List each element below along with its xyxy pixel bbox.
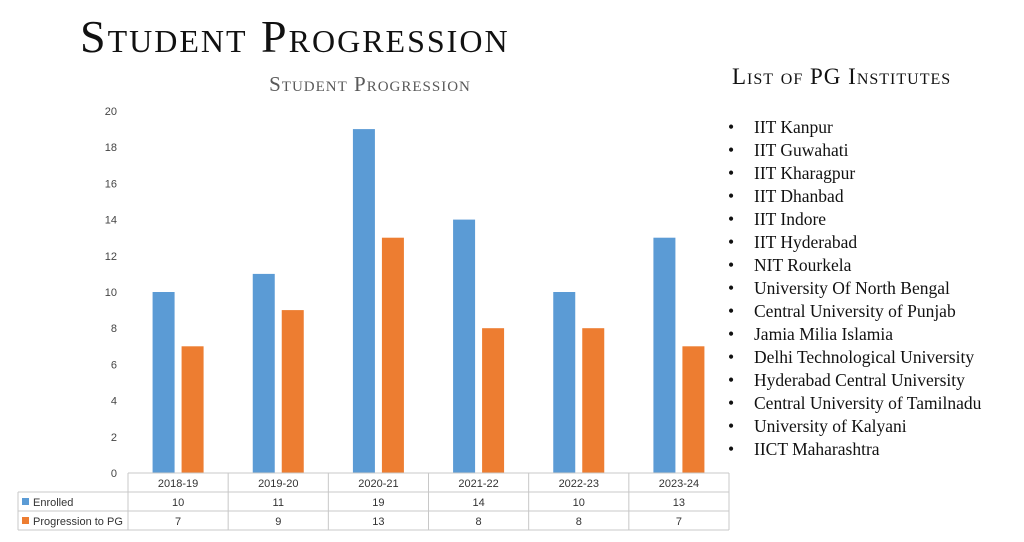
bar-chart-svg: Student Progression 0 2 4 6 8 10 12 14 16 18 20 2018… [17,72,730,531]
bar-progression-to-pg-2019-20 [281,310,304,473]
pg-institute-item: IIT Guwahati [728,139,981,162]
bar-enrolled-2019-20 [252,273,275,473]
legend-label: Enrolled [33,497,73,509]
bar-enrolled-2020-21 [352,129,375,473]
data-label: 9 [275,516,281,528]
pg-institute-item: Central University of Punjab [728,300,981,323]
data-label: 7 [676,516,682,528]
data-label: 10 [172,497,184,509]
bar-enrolled-2018-19 [152,292,175,473]
pg-institute-item: Jamia Milia Islamia [728,323,981,346]
bar-progression-to-pg-2018-19 [181,346,204,473]
x-category-label: 2020-21 [358,478,398,490]
bar-progression-to-pg-2021-22 [482,328,505,473]
x-category-label: 2021-22 [458,478,498,490]
pg-institute-item: IIT Dhanbad [728,185,981,208]
data-label: 13 [673,497,685,509]
y-tick-label: 10 [105,287,117,299]
y-tick-label: 4 [111,396,117,408]
y-tick-label: 0 [111,468,117,480]
y-tick-label: 16 [105,178,117,190]
legend-key-progression-to-pg [22,517,29,524]
y-tick-label: 12 [105,251,117,263]
x-category-label: 2023-24 [659,478,699,490]
y-tick-label: 2 [111,432,117,444]
x-category-label: 2022-23 [559,478,599,490]
bar-progression-to-pg-2023-24 [682,346,705,473]
data-label: 8 [476,516,482,528]
legend-label: Progression to PG [33,516,123,528]
x-category-label: 2018-19 [158,478,198,490]
pg-institutes-list: IIT KanpurIIT GuwahatiIIT KharagpurIIT D… [728,116,981,461]
data-label: 13 [372,516,384,528]
pg-institutes-heading: List of PG Institutes [732,64,952,89]
data-label: 10 [573,497,585,509]
pg-institute-item: IIT Kanpur [728,116,981,139]
y-tick-label: 14 [105,215,117,227]
data-label: 8 [576,516,582,528]
bar-enrolled-2021-22 [453,219,476,473]
pg-institute-item: IICT Maharashtra [728,438,981,461]
bar-progression-to-pg-2020-21 [381,237,404,473]
pg-institute-item: IIT Indore [728,208,981,231]
bar-enrolled-2022-23 [553,292,576,473]
chart: Student Progression 0 2 4 6 8 10 12 14 16 18 20 2018… [17,72,730,531]
y-tick-label: 8 [111,323,117,335]
data-label: 19 [372,497,384,509]
data-label: 7 [175,516,181,528]
pg-institute-item: Hyderabad Central University [728,369,981,392]
y-tick-label: 18 [105,142,117,154]
y-tick-label: 20 [105,106,117,118]
chart-title: Student Progression [269,72,471,96]
pg-institute-item: Delhi Technological University [728,346,981,369]
bar-enrolled-2023-24 [653,237,676,473]
pg-institute-item: NIT Rourkela [728,254,981,277]
data-label: 14 [472,497,484,509]
pg-institute-item: IIT Kharagpur [728,162,981,185]
pg-institute-item: University of Kalyani [728,415,981,438]
pg-institute-item: University Of North Bengal [728,277,981,300]
pg-institute-item: IIT Hyderabad [728,231,981,254]
legend-key-enrolled [22,498,29,505]
page-title: Student Progression [80,11,510,62]
y-tick-label: 6 [111,359,117,371]
bar-progression-to-pg-2022-23 [582,328,605,473]
x-category-label: 2019-20 [258,478,298,490]
pg-institute-item: Central University of Tamilnadu [728,392,981,415]
data-label: 11 [273,497,284,509]
